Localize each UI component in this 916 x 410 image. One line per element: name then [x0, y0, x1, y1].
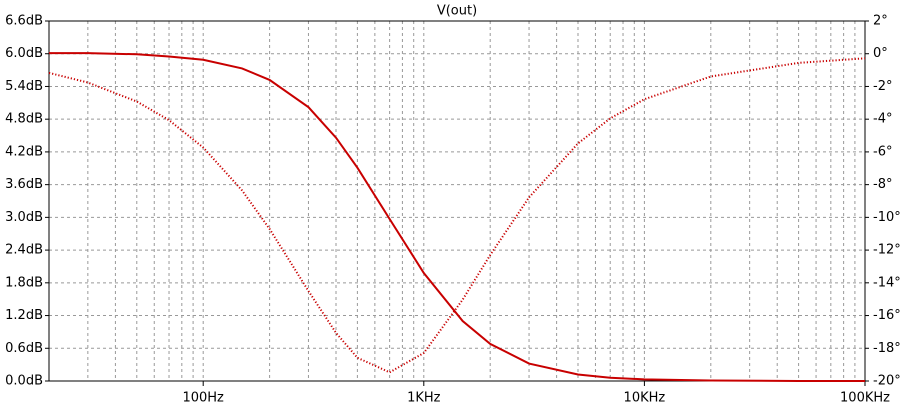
- y2-tick-label: -14°: [873, 275, 901, 290]
- y-tick-label: 6.6dB: [5, 14, 43, 29]
- x-tick-label: 100Hz: [182, 391, 224, 406]
- y2-tick-label: 2°: [873, 14, 888, 29]
- y2-tick-label: -6°: [873, 144, 892, 159]
- y2-tick-label: -18°: [873, 341, 901, 356]
- chart-title: V(out): [437, 4, 477, 19]
- y2-tick-label: 0°: [873, 46, 888, 61]
- y-tick-label: 4.2dB: [5, 144, 43, 159]
- y-tick-label: 5.4dB: [5, 79, 43, 94]
- plot-frame: [48, 20, 866, 382]
- series-line: [49, 52, 865, 382]
- x-tick-label: 1KHz: [407, 391, 441, 406]
- y-tick-label: 6.0dB: [5, 46, 43, 61]
- y2-tick-label: -12°: [873, 243, 901, 258]
- y-tick-label: 3.6dB: [5, 177, 43, 192]
- y2-tick-label: -8°: [873, 177, 892, 192]
- y-tick-label: 2.4dB: [5, 243, 43, 258]
- y-tick-label: 0.0dB: [5, 374, 43, 389]
- y2-tick-label: -16°: [873, 308, 901, 323]
- y2-tick-label: -2°: [873, 79, 892, 94]
- series-line: [48, 57, 866, 374]
- x-tick-label: 10KHz: [624, 391, 666, 406]
- x-tick-label: 100KHz: [840, 391, 890, 406]
- y2-tick-label: -4°: [873, 112, 892, 127]
- y2-tick-label: -20°: [873, 374, 901, 389]
- y-tick-label: 1.8dB: [5, 275, 43, 290]
- y-tick-label: 0.6dB: [5, 341, 43, 356]
- y-tick-label: 4.8dB: [5, 112, 43, 127]
- y-tick-label: 3.0dB: [5, 210, 43, 225]
- y2-tick-label: -10°: [873, 210, 901, 225]
- y-tick-label: 1.2dB: [5, 308, 43, 323]
